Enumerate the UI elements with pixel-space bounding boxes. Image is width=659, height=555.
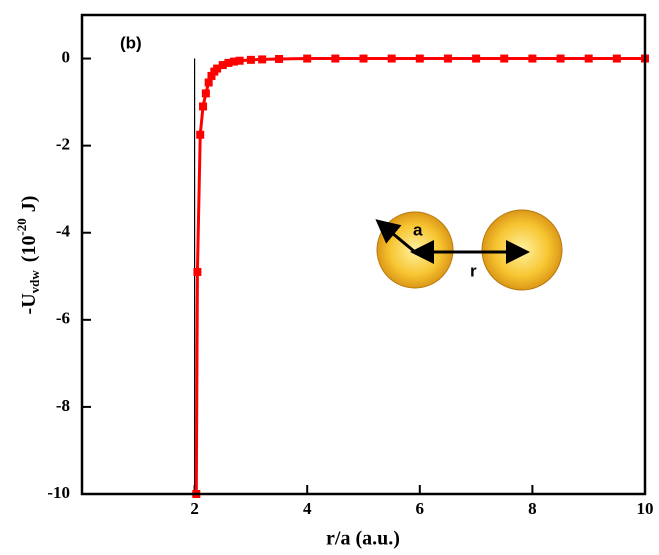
data-point (359, 54, 368, 63)
x-tick-label: 10 (637, 499, 654, 518)
x-tick-label: 4 (303, 499, 312, 518)
sphere (481, 209, 563, 291)
radius-arrow (375, 219, 416, 254)
x-tick-label: 2 (190, 499, 199, 518)
y-tick-label: -10 (47, 483, 70, 502)
data-point (207, 71, 216, 80)
data-point (584, 54, 593, 63)
data-point (258, 55, 267, 64)
data-point (204, 78, 213, 87)
y-label-part: J) (18, 196, 40, 213)
plot-frame (80, 13, 647, 496)
y-label-part: -U (18, 293, 40, 314)
y-tick-label: -4 (56, 222, 71, 241)
y-tick-label: 0 (62, 47, 71, 66)
data-point (556, 54, 565, 63)
data-point (275, 54, 284, 63)
data-point (415, 54, 424, 63)
y-axis-label: -Uvdw (10-20 J) (14, 196, 42, 315)
data-point (230, 57, 239, 66)
data-point (193, 267, 202, 276)
data-point (443, 54, 452, 63)
data-point (331, 54, 340, 63)
inset: a r (375, 209, 563, 291)
data-point (235, 56, 244, 65)
data-point (199, 102, 208, 111)
data-point (224, 58, 233, 67)
data-point (201, 89, 210, 98)
data-point (218, 61, 227, 70)
data-point (612, 54, 621, 63)
x-tick-label: 6 (416, 499, 425, 518)
y-tick-label: -2 (56, 135, 70, 154)
data-point (500, 54, 509, 63)
inset-label: a (413, 220, 423, 239)
data-point (303, 54, 312, 63)
data-point (196, 130, 205, 139)
data-point (246, 55, 255, 64)
y-label-sup: -20 (14, 218, 29, 235)
y-tick-label: -8 (56, 396, 70, 415)
data-point (213, 64, 222, 73)
inset-label: r (470, 261, 477, 280)
panel-label: (b) (120, 33, 142, 52)
x-axis-label: r/a (a.u.) (326, 528, 400, 550)
data-point (387, 54, 396, 63)
x-tick-label: 8 (528, 499, 537, 518)
data-point (528, 54, 537, 63)
y-label-part: (10 (18, 236, 40, 263)
y-tick-label: -6 (56, 309, 70, 328)
data-point (472, 54, 481, 63)
y-label-sub: vdw (27, 270, 42, 294)
